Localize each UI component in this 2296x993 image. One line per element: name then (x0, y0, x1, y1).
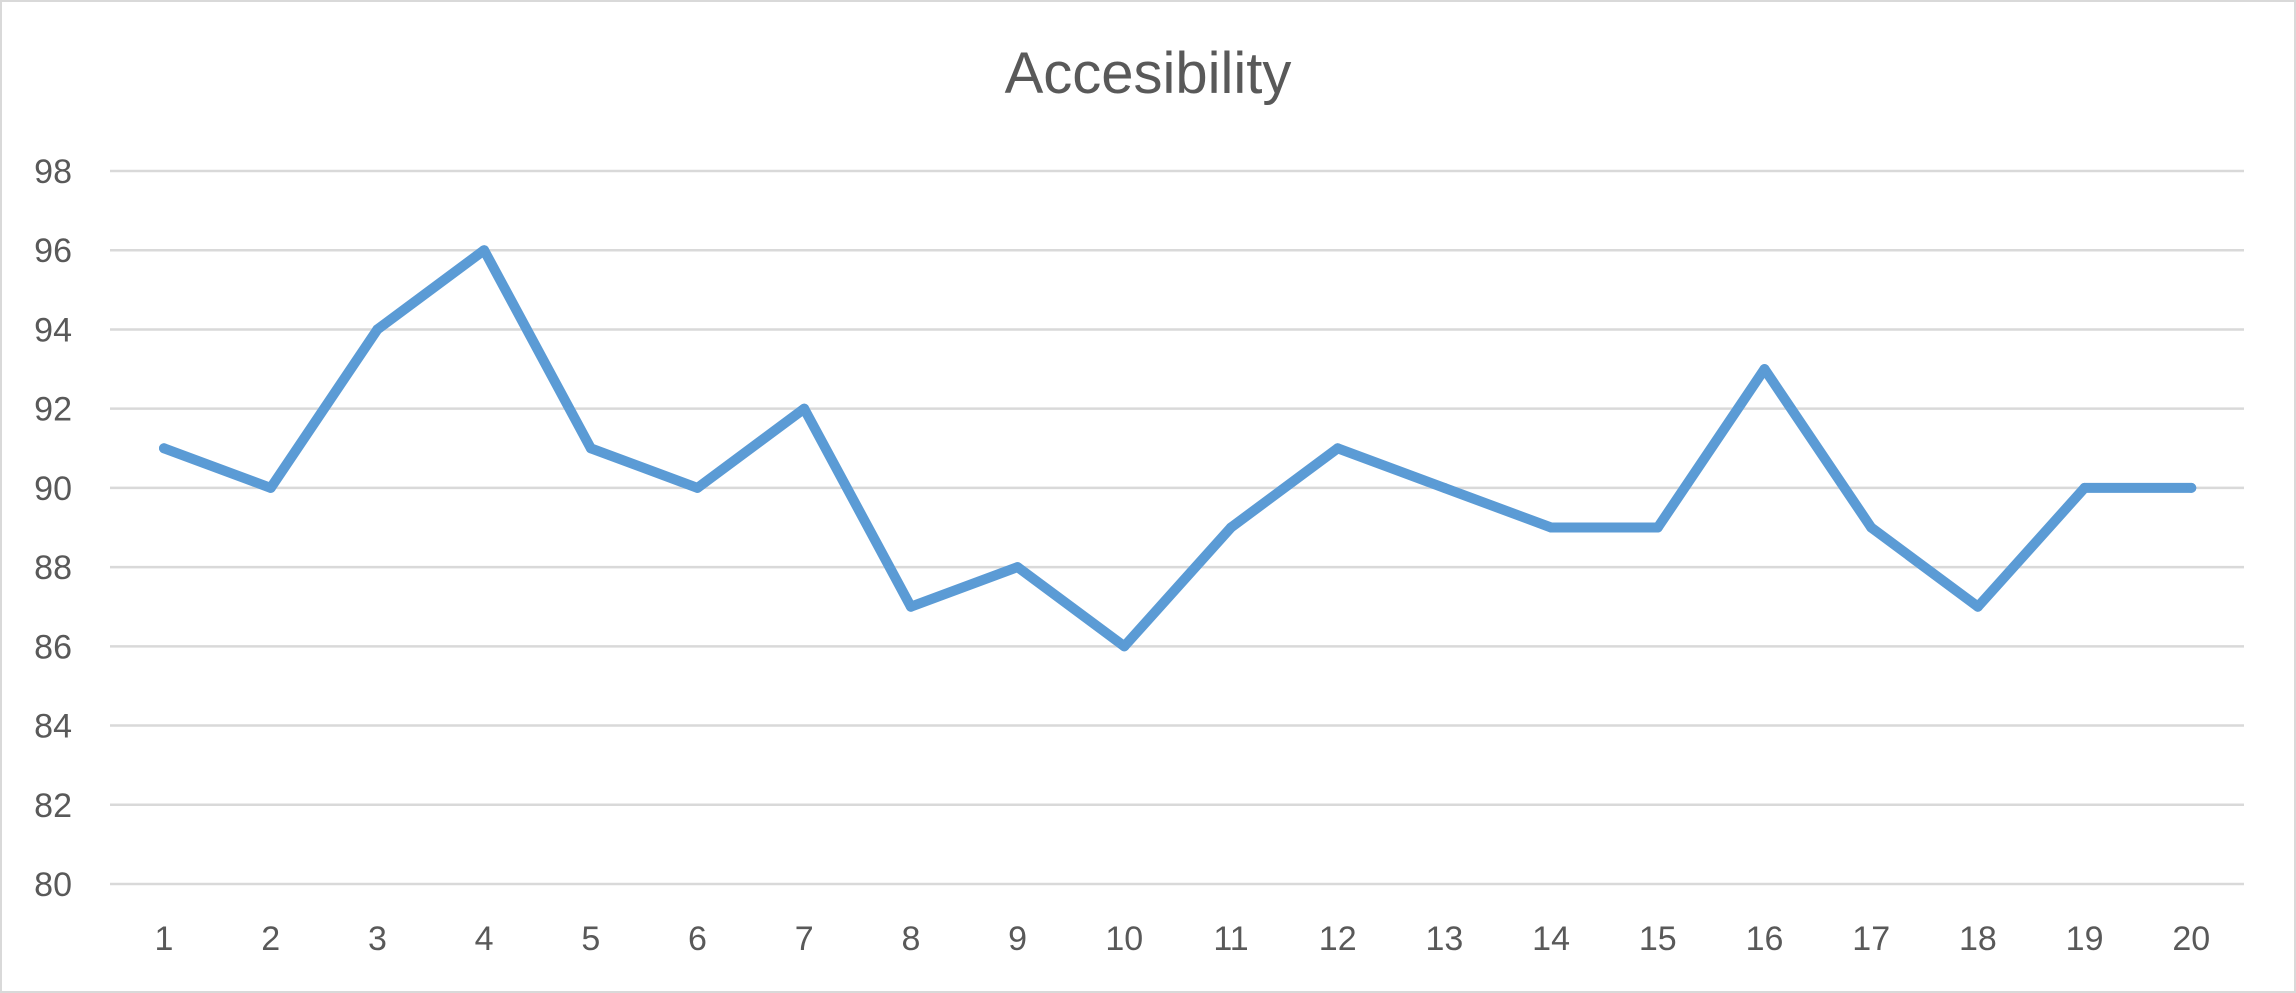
x-tick-label: 14 (1532, 920, 1570, 958)
data-point (159, 443, 169, 454)
y-tick-label: 96 (34, 232, 72, 270)
x-tick-label: 12 (1319, 920, 1357, 958)
data-point (692, 482, 703, 493)
y-tick-label: 86 (34, 628, 72, 666)
y-tick-label: 82 (34, 787, 72, 825)
data-point (1972, 601, 1983, 612)
data-point (372, 324, 383, 335)
data-point (2079, 482, 2090, 493)
x-tick-label: 17 (1852, 920, 1890, 958)
series-line (159, 245, 2197, 652)
y-tick-label: 88 (34, 549, 72, 587)
x-tick-label: 10 (1105, 920, 1143, 958)
y-tick-label: 92 (34, 391, 72, 429)
x-tick-label: 9 (1008, 920, 1027, 958)
y-tick-label: 98 (34, 153, 72, 191)
data-point (799, 403, 810, 414)
gridlines (110, 169, 2244, 886)
x-tick-label: 19 (2066, 920, 2104, 958)
x-axis-tick-labels: 1 2 3 4 5 6 7 8 9 10 11 12 13 14 15 16 17 18 19 20 (155, 920, 2211, 958)
x-tick-label: 7 (795, 920, 814, 958)
y-axis-tick-labels: 80 82 84 86 88 90 92 94 96 98 (34, 153, 72, 904)
data-point (1332, 443, 1343, 454)
x-tick-label: 6 (688, 920, 707, 958)
x-tick-label: 8 (901, 920, 920, 958)
data-point (265, 482, 276, 493)
x-tick-label: 1 (155, 920, 174, 958)
x-tick-label: 16 (1746, 920, 1784, 958)
data-point (1439, 482, 1450, 493)
series-layer (159, 245, 2197, 652)
data-point (1652, 522, 1663, 533)
y-tick-label: 90 (34, 470, 72, 508)
data-point (1866, 522, 1877, 533)
data-point (1226, 522, 1236, 533)
x-tick-label: 3 (368, 920, 387, 958)
y-tick-label: 80 (34, 866, 72, 904)
data-point (585, 443, 596, 454)
x-tick-label: 15 (1639, 920, 1677, 958)
data-point (1546, 522, 1557, 533)
data-point (1119, 641, 1130, 652)
data-point (2186, 482, 2197, 493)
data-point (1759, 364, 1770, 375)
y-tick-label: 84 (34, 708, 72, 746)
data-point (479, 245, 490, 256)
x-tick-label: 11 (1213, 920, 1248, 958)
y-tick-label: 94 (34, 311, 72, 349)
x-tick-label: 18 (1959, 920, 1997, 958)
chart-title: Accesibility (1004, 41, 1292, 106)
x-tick-label: 2 (261, 920, 280, 958)
data-point (905, 601, 916, 612)
x-tick-label: 5 (581, 920, 600, 958)
x-tick-label: 20 (2172, 920, 2210, 958)
data-point (1012, 562, 1023, 573)
x-tick-label: 13 (1425, 920, 1463, 958)
x-tick-label: 4 (475, 920, 494, 958)
